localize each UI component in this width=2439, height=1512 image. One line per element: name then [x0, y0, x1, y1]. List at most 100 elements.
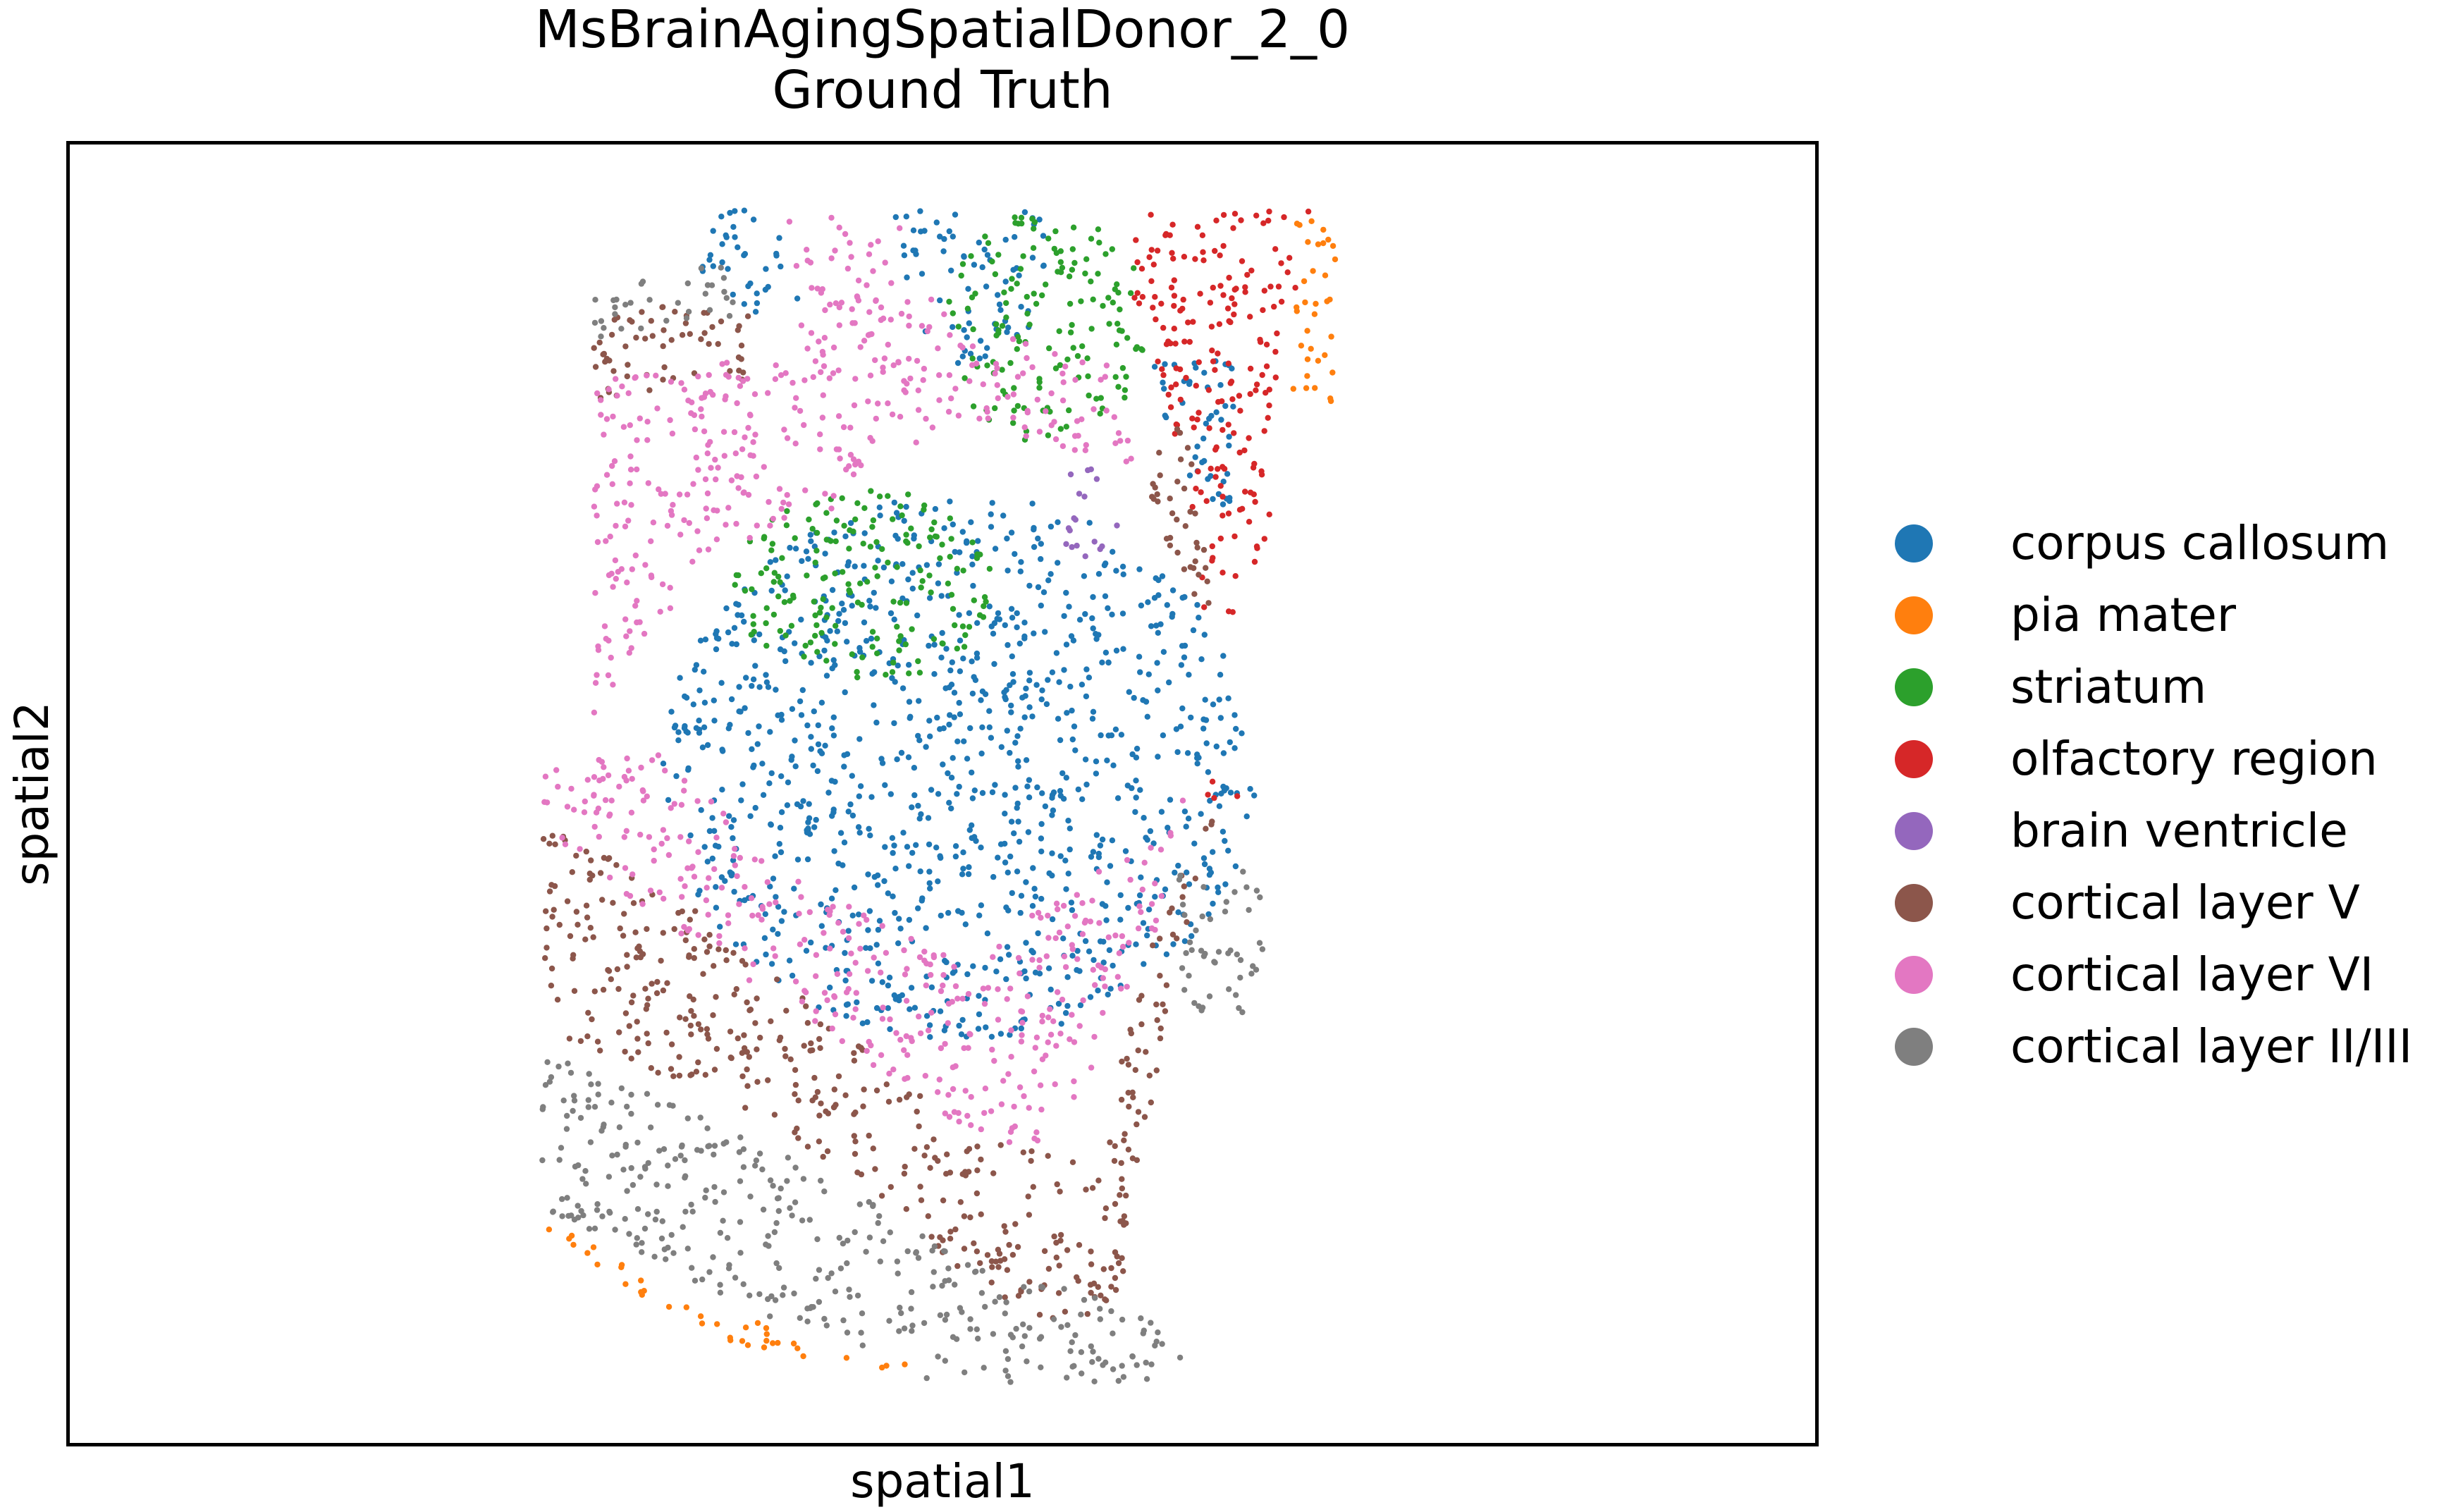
data-point — [841, 840, 848, 846]
data-point — [661, 364, 668, 371]
data-point — [1005, 324, 1012, 331]
data-point — [1209, 543, 1216, 550]
data-point — [647, 1124, 654, 1131]
data-point — [818, 1177, 824, 1184]
data-point — [656, 1148, 663, 1154]
data-point — [1069, 906, 1076, 914]
data-point — [713, 835, 720, 841]
data-point — [1265, 414, 1271, 421]
data-point — [620, 424, 627, 430]
data-point — [1263, 341, 1270, 348]
data-point — [964, 538, 970, 544]
data-point — [959, 529, 966, 535]
data-point — [801, 653, 807, 660]
data-point — [651, 846, 657, 853]
data-point — [740, 369, 747, 376]
data-point — [1148, 1320, 1154, 1326]
data-point — [904, 1052, 911, 1058]
data-point — [850, 1014, 856, 1021]
data-point — [835, 367, 842, 374]
data-point — [1064, 356, 1071, 363]
data-point — [1025, 1193, 1031, 1200]
data-point — [1148, 1099, 1155, 1106]
data-point — [682, 320, 689, 326]
data-point — [592, 590, 598, 596]
data-point — [685, 398, 692, 404]
data-point — [1259, 371, 1265, 379]
data-point — [668, 708, 675, 715]
data-point — [1055, 560, 1061, 566]
data-point — [1310, 268, 1316, 274]
data-point — [678, 801, 685, 808]
data-point — [710, 391, 716, 398]
data-point — [719, 746, 725, 753]
data-point — [860, 541, 866, 547]
data-point — [1148, 901, 1155, 907]
data-point — [627, 453, 634, 460]
data-point — [1100, 1266, 1107, 1272]
data-point — [622, 1010, 629, 1016]
data-point — [1200, 249, 1206, 255]
data-point — [870, 517, 877, 524]
data-point — [1136, 300, 1143, 307]
data-point — [626, 650, 632, 656]
data-point — [1133, 237, 1139, 243]
data-point — [804, 722, 811, 729]
data-point — [1131, 265, 1137, 271]
data-point — [1253, 887, 1260, 894]
data-point — [613, 522, 619, 529]
data-point — [546, 888, 553, 895]
data-point — [1226, 434, 1232, 440]
data-point — [627, 892, 634, 899]
data-point — [606, 855, 613, 861]
data-point — [877, 512, 883, 519]
data-point — [681, 777, 688, 784]
data-point — [989, 500, 995, 506]
data-point — [750, 453, 756, 459]
data-point — [852, 1229, 858, 1236]
data-point — [1191, 840, 1198, 847]
data-point — [962, 921, 969, 928]
data-point — [868, 794, 875, 800]
data-point — [699, 744, 706, 751]
data-point — [951, 964, 957, 970]
data-point — [1038, 820, 1045, 828]
data-point — [852, 1110, 859, 1116]
data-point — [1038, 835, 1045, 842]
data-point — [1045, 935, 1052, 941]
data-point — [1012, 214, 1018, 221]
data-point — [866, 598, 873, 604]
data-point — [1039, 1019, 1045, 1025]
data-point — [1119, 943, 1126, 950]
data-point — [941, 525, 947, 531]
data-point — [646, 297, 653, 303]
data-point — [644, 1090, 651, 1098]
data-point — [739, 958, 746, 964]
data-point — [761, 1344, 768, 1351]
data-point — [733, 641, 739, 648]
data-point — [1196, 1003, 1202, 1009]
data-point — [618, 326, 625, 332]
data-point — [1069, 952, 1076, 959]
data-point — [943, 959, 950, 966]
data-point — [684, 1115, 691, 1121]
data-point — [903, 997, 910, 1004]
data-point — [1064, 974, 1071, 981]
data-point — [730, 835, 736, 842]
data-point — [763, 1337, 770, 1344]
data-point — [1031, 885, 1038, 892]
data-point — [727, 1055, 734, 1061]
data-point — [1207, 797, 1213, 804]
data-point — [747, 813, 754, 819]
data-point — [940, 952, 947, 959]
data-point — [1074, 352, 1081, 359]
data-point — [1311, 311, 1318, 317]
data-point — [812, 358, 819, 364]
data-point — [835, 860, 842, 867]
data-point — [571, 1217, 578, 1223]
data-point — [778, 773, 785, 780]
data-point — [811, 824, 818, 830]
data-point — [1203, 717, 1210, 723]
data-point — [773, 899, 779, 906]
data-point — [1132, 809, 1138, 816]
